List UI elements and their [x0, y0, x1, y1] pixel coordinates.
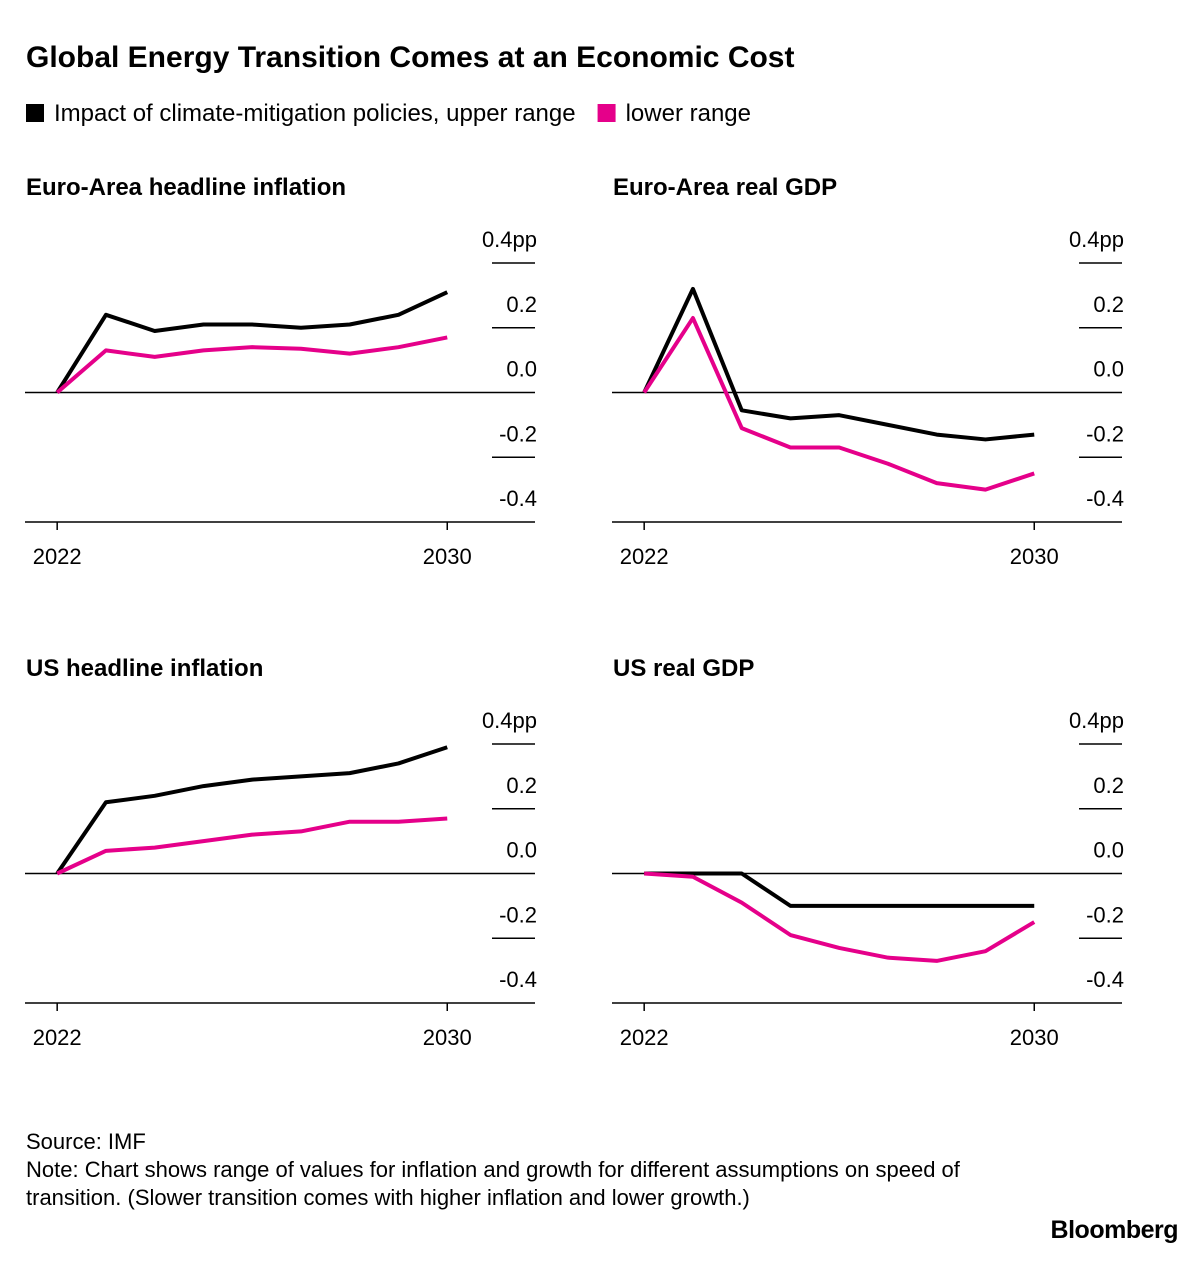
series-line: [55, 745, 448, 875]
y-tick-label: 0.4pp: [482, 708, 537, 733]
source: Source: IMF: [26, 1129, 146, 1154]
y-tick-label: 0.4pp: [482, 227, 537, 252]
panel-title: Euro-Area headline inflation: [26, 174, 346, 201]
x-tick-label: 2030: [423, 1025, 472, 1050]
series-line: [642, 286, 1035, 442]
brand: Bloomberg: [1050, 1216, 1179, 1244]
legend-swatch: [26, 104, 44, 122]
legend-swatch: [597, 104, 616, 122]
y-tick-label: -0.2: [1086, 421, 1124, 446]
y-tick-label: -0.2: [499, 902, 537, 927]
y-tick-label: -0.4: [1086, 967, 1124, 992]
y-tick-label: -0.2: [1086, 902, 1124, 927]
x-tick-label: 2030: [423, 544, 472, 569]
x-tick-label: 2022: [620, 544, 669, 569]
legend-label: Impact of climate-mitigation policies, u…: [54, 100, 576, 127]
x-tick-label: 2022: [33, 544, 82, 569]
note: Note: Chart shows range of values for in…: [26, 1157, 960, 1210]
chart-title: Global Energy Transition Comes at an Eco…: [26, 41, 795, 74]
y-tick-label: 0.0: [1093, 838, 1124, 863]
panel-title: US headline inflation: [26, 655, 263, 682]
series-line: [55, 335, 448, 395]
y-tick-label: 0.2: [506, 292, 537, 317]
y-tick-label: -0.4: [1086, 486, 1124, 511]
series-line: [55, 290, 449, 394]
y-tick-label: -0.4: [499, 967, 537, 992]
panel-title: US real GDP: [613, 655, 754, 682]
y-tick-label: 0.0: [506, 357, 537, 382]
y-tick-label: 0.0: [1093, 357, 1124, 382]
y-tick-label: 0.2: [1093, 773, 1124, 798]
y-tick-label: 0.0: [506, 838, 537, 863]
y-tick-label: 0.4pp: [1069, 708, 1124, 733]
y-tick-label: 0.4pp: [1069, 227, 1124, 252]
x-tick-label: 2022: [33, 1025, 82, 1050]
series-line: [642, 316, 1035, 492]
y-tick-label: 0.2: [506, 773, 537, 798]
series-line: [644, 871, 1036, 963]
series-line: [644, 871, 1035, 908]
x-tick-label: 2030: [1010, 1025, 1059, 1050]
x-tick-label: 2030: [1010, 544, 1059, 569]
series-line: [56, 816, 448, 876]
y-tick-label: 0.2: [1093, 292, 1124, 317]
x-tick-label: 2022: [620, 1025, 669, 1050]
legend-label: lower range: [626, 100, 751, 127]
y-tick-label: -0.4: [499, 486, 537, 511]
panel-title: Euro-Area real GDP: [613, 174, 837, 201]
y-tick-label: -0.2: [499, 421, 537, 446]
